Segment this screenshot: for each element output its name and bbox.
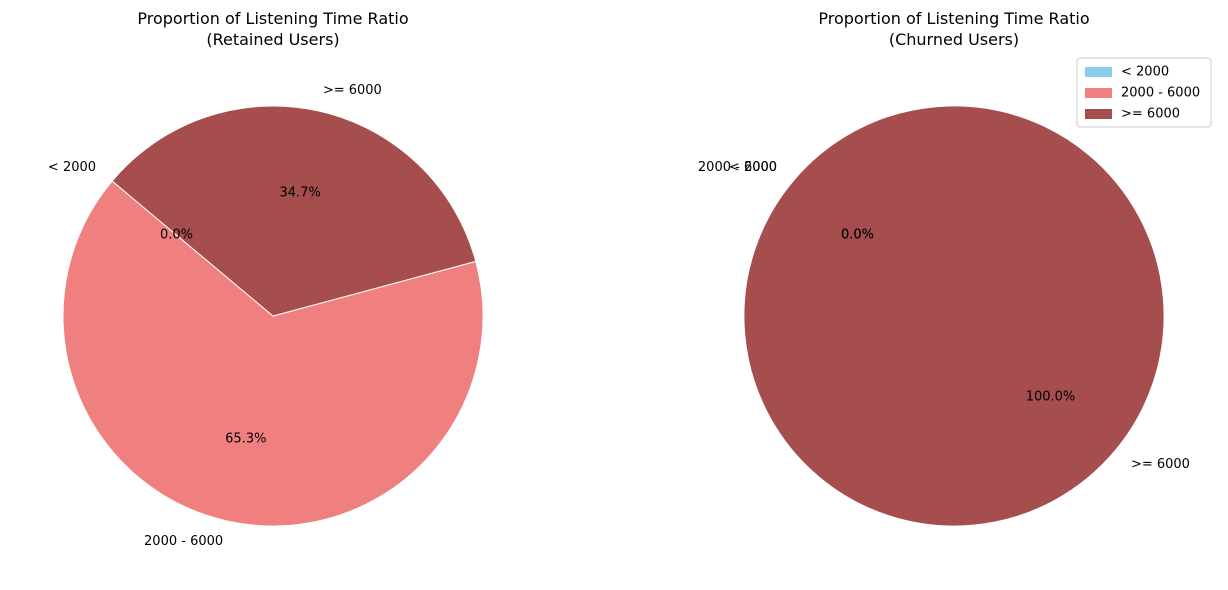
pie-labels-retained: < 2000 0.0% 2000 - 6000 65.3% >= 6000 34.7% xyxy=(48,83,382,549)
chart-title-churned: Proportion of Listening Time Ratio xyxy=(818,9,1089,28)
pie-chart-churned: Proportion of Listening Time Ratio (Chur… xyxy=(698,9,1190,527)
legend-items: < 2000 2000 - 6000 >= 6000 xyxy=(1085,65,1200,122)
chart-subtitle-retained: (Retained Users) xyxy=(206,30,339,49)
slice-percent-ge-6000: 34.7% xyxy=(280,185,321,200)
chart-subtitle-churned: (Churned Users) xyxy=(889,30,1019,49)
slice-percent-2000-6000: 65.3% xyxy=(225,432,266,447)
legend-label-lt-2000: < 2000 xyxy=(1121,65,1169,80)
slice-percent-2000-6000: 0.0% xyxy=(841,228,874,243)
pie-slices-churned xyxy=(743,105,1165,527)
legend-swatch-lt-2000 xyxy=(1085,67,1112,77)
slice-percent-lt-2000: 0.0% xyxy=(160,228,193,243)
pie-slice-2000-6000 xyxy=(62,180,484,527)
legend: < 2000 2000 - 6000 >= 6000 xyxy=(1076,57,1212,128)
pie-chart-retained: Proportion of Listening Time Ratio (Reta… xyxy=(48,9,484,549)
pie-slices-retained xyxy=(62,105,484,527)
slice-percent-lt-2000: 0.0% xyxy=(841,228,874,243)
slice-label-lt-2000: < 2000 xyxy=(729,160,777,175)
slice-percent-ge-6000: 100.0% xyxy=(1026,389,1076,404)
slice-label-2000-6000: 2000 - 6000 xyxy=(698,160,777,175)
legend-label-2000-6000: 2000 - 6000 xyxy=(1121,86,1200,101)
legend-swatch-2000-6000 xyxy=(1085,88,1112,98)
legend-label-ge-6000: >= 6000 xyxy=(1121,107,1180,122)
legend-swatch-ge-6000 xyxy=(1085,109,1112,119)
slice-label-lt-2000: < 2000 xyxy=(48,160,96,175)
pie-slice-ge-6000 xyxy=(111,105,477,317)
slice-label-ge-6000: >= 6000 xyxy=(323,83,382,98)
slice-label-2000-6000: 2000 - 6000 xyxy=(144,534,223,549)
chart-title-retained: Proportion of Listening Time Ratio xyxy=(137,9,408,28)
pie-slice-ge-6000 xyxy=(743,105,1165,527)
slice-label-ge-6000: >= 6000 xyxy=(1131,457,1190,472)
